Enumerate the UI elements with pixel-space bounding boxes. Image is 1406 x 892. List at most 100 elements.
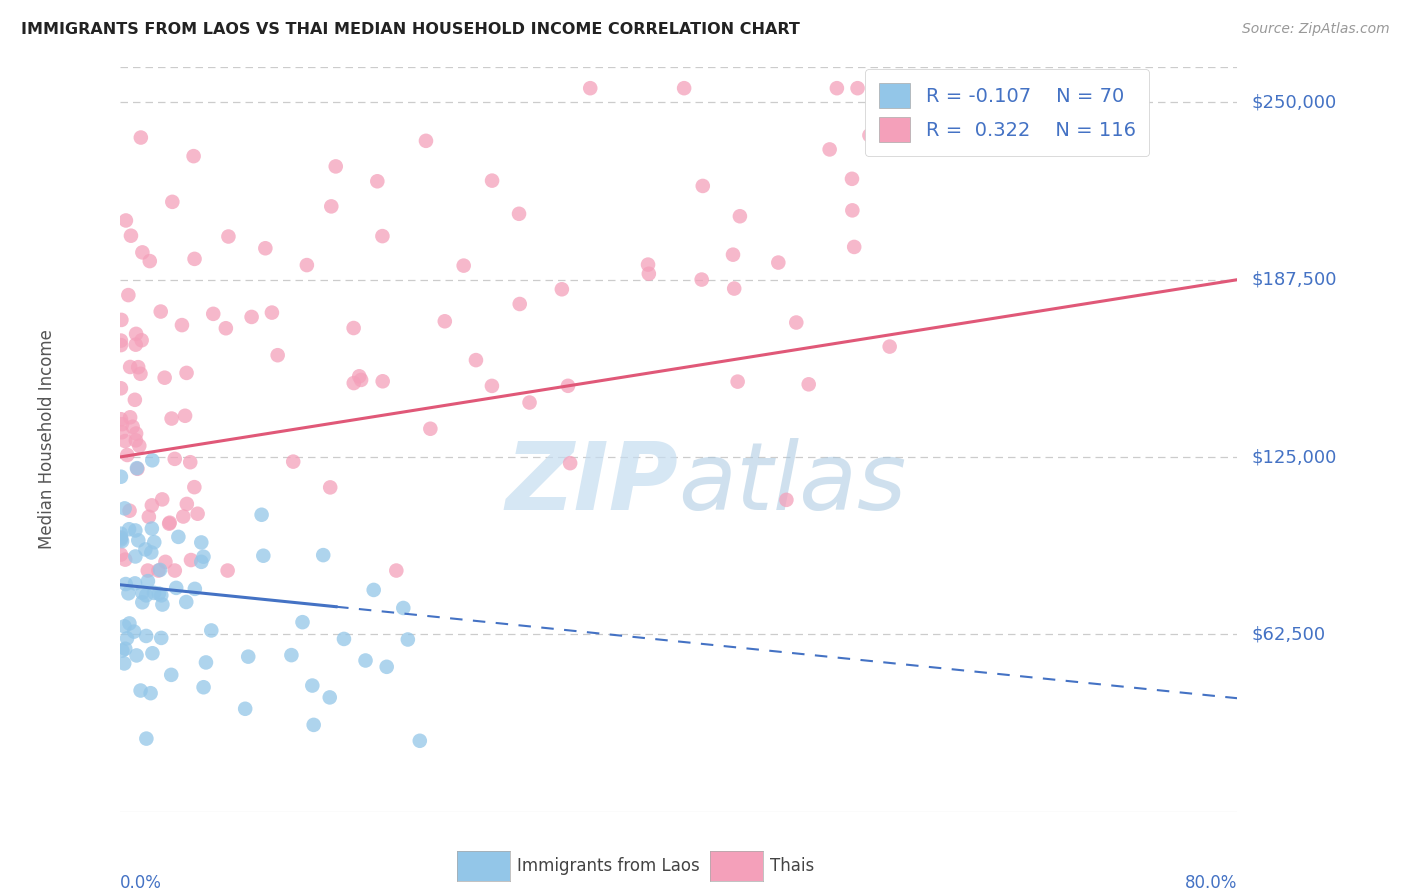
Point <box>333 632 356 646</box>
Point <box>190 555 212 569</box>
Point <box>363 582 385 597</box>
Point <box>254 241 277 255</box>
Point <box>841 171 863 186</box>
Point <box>150 492 173 507</box>
Point <box>162 194 184 209</box>
Point <box>579 81 602 95</box>
Point <box>110 530 132 544</box>
Point <box>112 657 135 671</box>
Point <box>481 379 503 393</box>
Point <box>125 337 148 351</box>
Point <box>202 307 225 321</box>
Point <box>343 321 366 335</box>
Point <box>131 585 153 599</box>
Point <box>125 434 148 448</box>
Point <box>728 209 751 223</box>
Point <box>110 533 132 547</box>
Point <box>160 411 183 425</box>
Point <box>118 616 141 631</box>
Point <box>180 553 202 567</box>
Point <box>217 229 239 244</box>
Point <box>183 149 205 163</box>
Point <box>170 318 193 332</box>
Point <box>217 564 239 578</box>
Point <box>111 417 134 432</box>
Point <box>114 619 136 633</box>
Text: 80.0%: 80.0% <box>1185 874 1237 892</box>
Point <box>690 272 713 286</box>
Point <box>120 359 142 374</box>
Point <box>825 81 848 95</box>
Point <box>148 564 170 578</box>
Text: ZIP: ZIP <box>506 438 678 530</box>
Point <box>110 338 132 352</box>
Text: 0.0%: 0.0% <box>120 874 162 892</box>
Point <box>727 375 749 389</box>
Point <box>118 504 141 518</box>
Point <box>125 426 148 441</box>
Point <box>508 207 530 221</box>
Point <box>125 648 148 663</box>
Point <box>152 598 174 612</box>
Point <box>122 624 145 639</box>
Point <box>841 203 863 218</box>
Text: Source: ZipAtlas.com: Source: ZipAtlas.com <box>1241 22 1389 37</box>
Point <box>129 367 152 381</box>
Point <box>193 680 215 694</box>
Point <box>127 360 149 375</box>
Point <box>114 552 136 566</box>
Point <box>176 366 198 380</box>
Point <box>797 377 820 392</box>
Point <box>858 128 880 143</box>
Point <box>129 130 152 145</box>
Point <box>960 81 983 95</box>
Text: Median Household Income: Median Household Income <box>38 329 56 549</box>
Point <box>350 373 373 387</box>
Point <box>354 653 377 667</box>
Point <box>321 199 343 213</box>
Point <box>125 326 148 341</box>
Point <box>110 412 132 426</box>
Point <box>121 419 143 434</box>
Point <box>846 81 869 95</box>
Point <box>371 229 394 244</box>
Point <box>127 533 149 548</box>
Point <box>114 641 136 656</box>
Point <box>183 480 205 494</box>
Point <box>721 248 744 262</box>
Point <box>295 258 318 272</box>
Point <box>141 545 163 559</box>
Point <box>291 615 314 630</box>
Point <box>283 455 305 469</box>
Point <box>131 333 153 347</box>
Point <box>117 288 139 302</box>
Point <box>385 564 408 578</box>
Point <box>775 492 797 507</box>
Point <box>215 321 238 335</box>
Point <box>176 497 198 511</box>
Point <box>557 379 579 393</box>
Point <box>349 369 371 384</box>
Point <box>200 624 222 638</box>
Point <box>433 314 456 328</box>
Point <box>129 683 152 698</box>
Point <box>136 564 159 578</box>
Text: $187,500: $187,500 <box>1251 270 1337 289</box>
Point <box>117 586 139 600</box>
Point <box>252 549 274 563</box>
Point <box>280 648 302 662</box>
Point <box>945 81 967 95</box>
Point <box>163 451 186 466</box>
Point <box>375 660 398 674</box>
Point <box>149 563 172 577</box>
Point <box>120 410 142 425</box>
Point <box>117 448 139 462</box>
Text: atlas: atlas <box>678 439 907 530</box>
Point <box>139 686 162 700</box>
Point <box>160 668 183 682</box>
Point <box>319 480 342 494</box>
Point <box>250 508 273 522</box>
Point <box>266 348 288 362</box>
Point <box>139 254 162 268</box>
Legend: R = -0.107    N = 70, R =  0.322    N = 116: R = -0.107 N = 70, R = 0.322 N = 116 <box>866 70 1149 156</box>
